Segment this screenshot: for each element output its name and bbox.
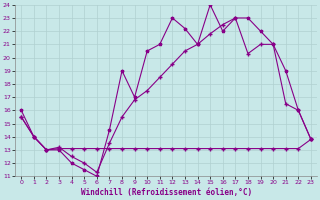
X-axis label: Windchill (Refroidissement éolien,°C): Windchill (Refroidissement éolien,°C) xyxy=(81,188,252,197)
